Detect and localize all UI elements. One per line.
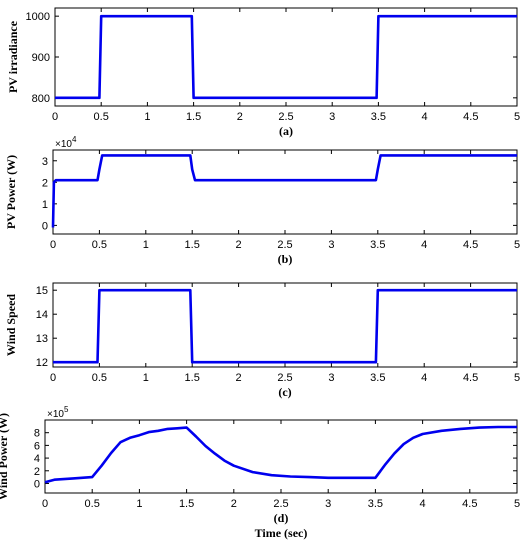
x-tick-label: 2.5 <box>277 372 292 384</box>
axis-multiplier-exponent: 4 <box>72 135 77 144</box>
y-tick-label: 1000 <box>26 11 50 23</box>
x-tick-label: 4 <box>421 372 427 384</box>
axis-multiplier-base: ×10 <box>55 139 72 150</box>
chart-panel-2: 0 0.5 1 1.5 2 2.5 3 3.5 4 4.5 5 0 1 2 3 PV Power (W) ×10… <box>4 135 520 266</box>
x-tick-label: 5 <box>514 239 520 251</box>
y-tick-label: 4 <box>34 453 40 465</box>
x-tick-label: 3 <box>328 239 334 251</box>
x-tick-label: 1.5 <box>185 239 200 251</box>
series-line <box>53 288 517 364</box>
x-tick-label: 1 <box>143 372 149 384</box>
y-tick-label: 12 <box>36 357 48 369</box>
axes-frame <box>52 282 518 368</box>
y-tick-label: 15 <box>36 285 48 297</box>
x-tick-label: 0 <box>42 498 48 510</box>
x-tick-label: 4 <box>422 111 428 123</box>
x-tick-label: 1 <box>143 239 149 251</box>
x-tick-label: 1.5 <box>186 111 201 123</box>
y-tick-label: 14 <box>36 309 48 321</box>
x-tick-label: 4.5 <box>463 111 478 123</box>
y-tick-label: 0 <box>42 220 48 232</box>
axis-multiplier-base: ×10 <box>47 409 64 420</box>
x-tick-label: 3 <box>325 498 331 510</box>
x-tick-label: 2 <box>231 498 237 510</box>
x-tick-label: 1 <box>136 498 142 510</box>
x-tick-label: 4.5 <box>462 498 477 510</box>
y-tick-label: 2 <box>34 466 40 478</box>
x-tick-label: 4.5 <box>463 239 478 251</box>
y-axis-label: Wind Power (W) <box>0 413 10 500</box>
x-tick-label: 3.5 <box>371 111 386 123</box>
x-tick-label: 3.5 <box>370 372 385 384</box>
y-tick-label: 900 <box>32 52 50 64</box>
panel-caption: (b) <box>278 252 293 266</box>
x-tick-label: 3.5 <box>368 498 383 510</box>
x-tick-label: 2.5 <box>273 498 288 510</box>
x-tick-label: 0.5 <box>94 111 109 123</box>
x-tick-label: 0.5 <box>92 239 107 251</box>
y-tick-label: 0 <box>34 478 40 490</box>
y-tick-label: 3 <box>42 156 48 168</box>
y-axis-label: Wind Speed <box>4 294 18 356</box>
x-tick-label: 4.5 <box>463 372 478 384</box>
y-tick-label: 8 <box>34 428 40 440</box>
x-axis-label: Time (sec) <box>255 526 308 540</box>
x-tick-label: 1 <box>144 111 150 123</box>
axes-frame <box>54 7 518 107</box>
x-tick-label: 2.5 <box>278 111 293 123</box>
axis-multiplier-exponent: 5 <box>64 405 69 414</box>
series-line <box>55 14 517 100</box>
x-tick-label: 0 <box>50 239 56 251</box>
x-tick-label: 0.5 <box>85 498 100 510</box>
series-line <box>51 154 517 228</box>
x-tick-label: 4 <box>420 498 426 510</box>
y-tick-label: 13 <box>36 333 48 345</box>
y-tick-label: 6 <box>34 440 40 452</box>
y-axis-label: PV irradiance <box>6 20 20 93</box>
axes-frame <box>52 149 518 235</box>
x-tick-label: 0 <box>52 111 58 123</box>
x-tick-label: 5 <box>514 498 520 510</box>
x-tick-label: 2.5 <box>277 239 292 251</box>
chart-panel-1: 0 0.5 1 1.5 2 2.5 3 3.5 4 4.5 5 800 900 1000 PV irradi… <box>6 7 520 138</box>
panel-caption: (c) <box>278 385 291 399</box>
x-tick-label: 0 <box>50 372 56 384</box>
x-tick-label: 0.5 <box>92 372 107 384</box>
x-tick-label: 1.5 <box>185 372 200 384</box>
x-tick-label: 2 <box>236 239 242 251</box>
series-line <box>44 425 517 484</box>
x-tick-label: 3 <box>328 372 334 384</box>
x-tick-label: 4 <box>421 239 427 251</box>
panel-caption: (a) <box>279 124 293 138</box>
x-tick-label: 3.5 <box>370 239 385 251</box>
x-tick-label: 2 <box>237 111 243 123</box>
x-tick-label: 5 <box>514 372 520 384</box>
y-axis-label: PV Power (W) <box>4 155 18 229</box>
y-tick-label: 2 <box>42 177 48 189</box>
y-tick-label: 1 <box>42 199 48 211</box>
y-tick-label: 800 <box>32 93 50 105</box>
panel-caption: (d) <box>274 511 289 525</box>
chart-panel-3: 0 0.5 1 1.5 2 2.5 3 3.5 4 4.5 5 12 13 14 15 Wind Speed (… <box>4 282 520 399</box>
x-tick-label: 1.5 <box>179 498 194 510</box>
x-tick-label: 2 <box>236 372 242 384</box>
x-tick-label: 3 <box>329 111 335 123</box>
x-tick-label: 5 <box>514 111 520 123</box>
axis-multiplier: ×105 <box>47 405 69 420</box>
axis-multiplier: ×104 <box>55 135 77 150</box>
